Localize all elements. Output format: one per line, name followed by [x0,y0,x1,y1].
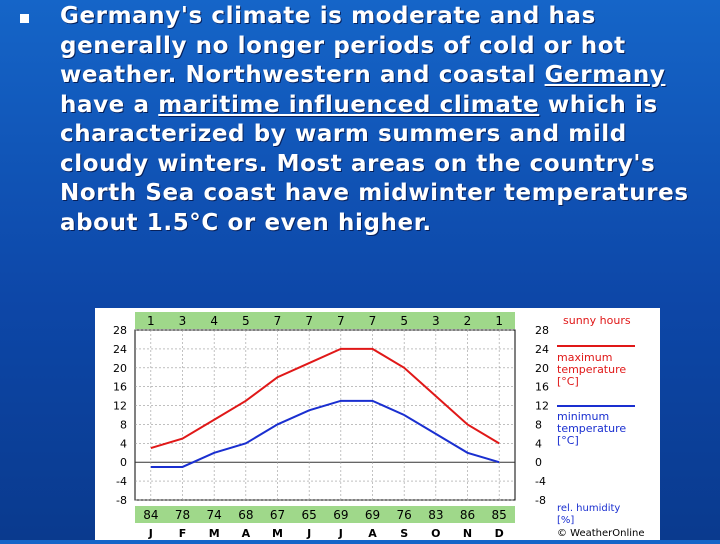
climate-chart: 28 28 24 24 20 20 16 16 12 12 8 8 4 4 0 0 -4 -4 -8 -8 1 3 4 5 7 7… [95,308,660,540]
y-tick-label-right: -4 [535,475,546,488]
credit-label: © WeatherOnline [557,528,645,539]
paragraph-text-3: which is characterized by warm summers a… [60,91,689,236]
humidity-label: 65 [302,508,317,522]
legend-min-label: temperature [557,422,626,435]
month-label: M [209,527,220,540]
month-label: M [272,527,283,540]
maritime-climate-link[interactable]: maritime influenced climate [158,91,540,118]
bullet-square [20,14,29,23]
humidity-label: 69 [333,508,348,522]
y-tick-label-right: 24 [535,343,549,356]
sunny-hours-label: 3 [179,314,187,328]
month-label: J [306,527,311,540]
germany-link[interactable]: Germany [544,62,666,88]
humidity-label: 84 [143,508,158,522]
humidity-label: 83 [428,508,443,522]
legend-max-label: maximum [557,351,612,364]
legend-min-label: minimum [557,410,609,423]
y-tick-label-left: -8 [116,494,127,507]
y-tick-label-left: 8 [120,418,127,431]
sunny-hours-label: 3 [432,314,440,328]
y-tick-label-right: 12 [535,400,549,413]
humidity-label: 68 [238,508,253,522]
sunny-hours-label: 7 [274,314,282,328]
month-label: D [495,527,504,540]
y-tick-label-right: -8 [535,494,546,507]
month-label: O [431,527,440,540]
sunny-hours-label: 1 [495,314,503,328]
sunny-hours-label: 2 [464,314,472,328]
humidity-label: 85 [492,508,507,522]
month-label: J [148,527,153,540]
month-label: A [368,527,377,540]
sunny-hours-label: 7 [337,314,345,328]
legend-humidity-label: rel. humidity [557,503,620,514]
legend-max-label: temperature [557,363,626,376]
legend-min-label: [°C] [557,434,579,447]
max-temperature-line [150,347,500,450]
legend-max-label: [°C] [557,375,579,388]
paragraph-text-1: Germany's climate is moderate and has ge… [60,3,626,88]
y-tick-label-left: -4 [116,475,127,488]
y-tick-label-right: 20 [535,362,549,375]
sunny-hours-label: 7 [305,314,313,328]
y-tick-label-left: 20 [113,362,127,375]
sunny-hours-label: 1 [147,314,155,328]
y-tick-label-left: 12 [113,400,127,413]
sunny-hours-label: 5 [242,314,250,328]
humidity-label: 69 [365,508,380,522]
y-tick-label-right: 8 [535,418,542,431]
month-label: F [179,527,187,540]
legend-sunny-hours: sunny hours [563,314,631,327]
y-tick-label-right: 16 [535,381,549,394]
humidity-label: 67 [270,508,285,522]
y-tick-label-right: 4 [535,437,542,450]
humidity-label: 74 [207,508,222,522]
sunny-hours-label: 5 [400,314,408,328]
month-label: S [400,527,408,540]
humidity-label: 76 [397,508,412,522]
humidity-label: 78 [175,508,190,522]
month-label: A [242,527,251,540]
sunny-hours-band [135,312,515,329]
y-tick-label-right: 28 [535,324,549,337]
paragraph-text-2: have a [60,91,159,118]
y-tick-label-left: 28 [113,324,127,337]
sunny-hours-label: 4 [210,314,218,328]
humidity-label: 86 [460,508,475,522]
legend-humidity-label: [%] [557,515,574,526]
month-label: J [338,527,343,540]
plot-frame [134,329,516,501]
humidity-band [135,506,515,523]
y-tick-label-left: 0 [120,456,127,469]
y-tick-label-left: 16 [113,381,127,394]
y-tick-label-left: 4 [120,437,127,450]
month-label: N [463,527,472,540]
sunny-hours-label: 7 [369,314,377,328]
min-temperature-line [150,399,500,468]
climate-paragraph: Germany's climate is moderate and has ge… [60,2,710,238]
y-tick-label-left: 24 [113,343,127,356]
y-tick-label-right: 0 [535,456,542,469]
